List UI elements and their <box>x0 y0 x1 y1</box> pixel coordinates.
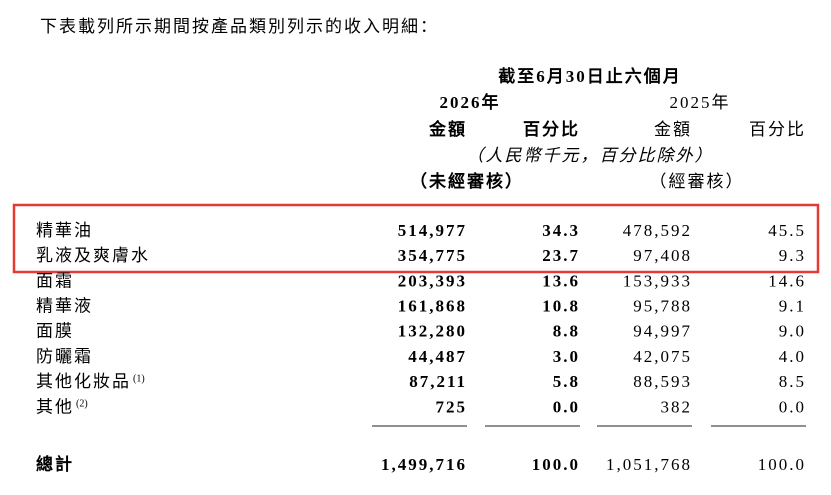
cell: 1,051,768 <box>606 455 692 474</box>
row-label: 其他化妝品 <box>36 372 131 391</box>
cell: 354,775 <box>398 246 467 265</box>
year: 2025年 <box>670 93 731 112</box>
column-header: 金額 <box>428 119 467 139</box>
cell: 87,211 <box>409 372 467 391</box>
row-label: 防曬霜 <box>36 347 93 366</box>
cell: 95,788 <box>633 297 692 316</box>
cell: 203,393 <box>398 271 467 290</box>
cell: 0.0 <box>779 397 806 416</box>
cell: 9.3 <box>779 246 806 265</box>
cell: 97,408 <box>633 246 692 265</box>
audit: （經審核） <box>650 172 745 191</box>
cell: 514,977 <box>398 221 467 240</box>
cell: 478,592 <box>623 221 692 240</box>
cell: 8.5 <box>779 372 806 391</box>
row-label: 面霜 <box>36 271 74 290</box>
column-header: 金額 <box>654 120 692 139</box>
cell: 14.6 <box>768 271 806 290</box>
cell: 9.0 <box>779 322 806 341</box>
year: 2026年 <box>440 92 501 112</box>
cell: 42,075 <box>633 347 692 366</box>
intro: 下表載列所示期間按產品類別列示的收入明細： <box>40 17 439 36</box>
cell: 10.8 <box>542 297 580 316</box>
cell: 88,593 <box>633 372 692 391</box>
row-label: 總計 <box>36 454 74 474</box>
period: 截至6月30日止六個月 <box>498 66 682 86</box>
row-label: 乳液及爽膚水 <box>36 246 150 265</box>
cell: 34.3 <box>542 221 580 240</box>
cell: 23.7 <box>542 246 580 265</box>
row-label: 其他 <box>36 397 74 416</box>
cell: 94,997 <box>633 322 692 341</box>
row-label: 精華液 <box>36 297 93 316</box>
column-header: 百分比 <box>749 120 806 139</box>
highlight-box <box>12 203 820 274</box>
footnote-ref: (2) <box>76 399 88 410</box>
audit: （未經審核） <box>410 171 524 191</box>
cell: 3.0 <box>553 347 580 366</box>
cell: 132,280 <box>398 322 467 341</box>
row-label: 精華油 <box>36 221 93 240</box>
column-header: 百分比 <box>523 119 580 139</box>
cell: 725 <box>436 397 468 416</box>
cell: 45.5 <box>768 221 806 240</box>
row-label: 面膜 <box>36 322 74 341</box>
unit: （人民幣千元，百分比除外） <box>467 146 714 165</box>
cell: 100.0 <box>532 455 580 474</box>
cell: 9.1 <box>779 297 806 316</box>
cell: 44,487 <box>408 347 467 366</box>
cell: 1,499,716 <box>381 455 467 474</box>
cell: 0.0 <box>553 397 580 416</box>
cell: 100.0 <box>758 455 806 474</box>
cell: 5.8 <box>553 372 580 391</box>
cell: 4.0 <box>779 347 806 366</box>
cell: 153,933 <box>623 271 692 290</box>
cell: 13.6 <box>542 271 580 290</box>
cell: 161,868 <box>398 297 467 316</box>
cell: 8.8 <box>553 322 580 341</box>
footnote-ref: (1) <box>133 373 145 384</box>
cell: 382 <box>661 397 693 416</box>
